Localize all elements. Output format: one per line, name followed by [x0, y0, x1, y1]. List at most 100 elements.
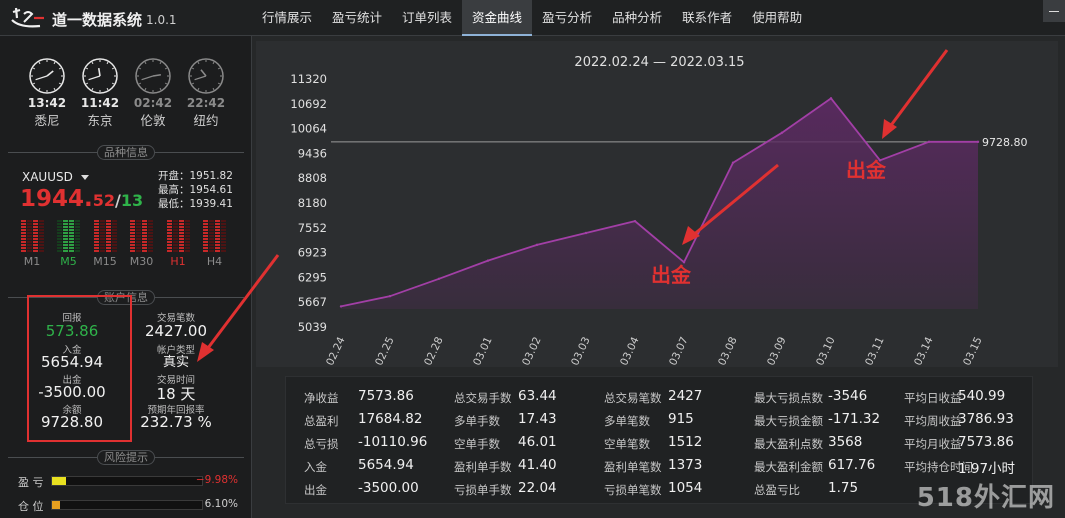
- stat-label: 平均周收益: [904, 414, 962, 428]
- annotation-label-1: 出金: [651, 263, 692, 287]
- stat-label: 最大亏损点数: [754, 391, 823, 405]
- clock-icon: [82, 58, 118, 94]
- account-info: 回报 573.86 入金 5654.94 出金 -3500.00 余额 9728…: [0, 298, 252, 448]
- tab-4[interactable]: 盈亏分析: [542, 10, 593, 25]
- timeframe-m1[interactable]: M1: [18, 220, 46, 268]
- last-value-label: 9728.80: [982, 136, 1028, 149]
- open-price: 开盘：1951.82: [158, 170, 233, 182]
- y-tick-label: 7552: [298, 221, 327, 235]
- stat-label: 亏损单笔数: [604, 483, 662, 497]
- price-separator: /: [115, 191, 121, 210]
- tab-0[interactable]: 行情展示: [262, 10, 313, 25]
- clock-time: 22:42: [186, 96, 226, 110]
- stat-value: 540.99: [958, 388, 1006, 404]
- trade-time-value: 18 天: [156, 385, 196, 403]
- timeframe-m30[interactable]: M30: [128, 220, 156, 268]
- annotation-label-2: 出金: [846, 158, 887, 182]
- trades-value: 2427.00: [144, 322, 208, 340]
- sidebar: 13:42 悉尼 11:42 东京 02:42 伦敦 22:42 纽约 品种信息 XAUUSD…: [0, 36, 252, 518]
- yield-value: 232.73 %: [140, 413, 212, 431]
- timeframe-label: M5: [60, 255, 77, 268]
- section-header-instrument: 品种信息: [0, 145, 252, 160]
- low-price: 最低：1939.41: [158, 198, 233, 210]
- tab-5[interactable]: 品种分析: [612, 10, 663, 25]
- chart-title: 2022.02.24 — 2022.03.15: [574, 55, 744, 70]
- high-price: 最高：1954.61: [158, 184, 233, 196]
- stat-value: 2427: [668, 388, 703, 404]
- stat-value: 7573.86: [358, 388, 414, 404]
- clock-3: 22:42 纽约: [186, 58, 226, 129]
- stat-label: 空单手数: [454, 437, 500, 451]
- data-point: [927, 140, 931, 144]
- balance-label: 余额: [62, 405, 82, 416]
- y-tick-label: 10692: [290, 97, 327, 111]
- stat-label: 出金: [304, 483, 327, 497]
- series-line: [340, 97, 978, 308]
- signal-meter: [18, 220, 46, 252]
- clock-1: 11:42 东京: [80, 58, 120, 129]
- timeframe-m5[interactable]: M5: [55, 220, 83, 268]
- deposit-label: 入金: [62, 345, 82, 356]
- y-tick-label: 8180: [298, 196, 327, 210]
- price-quote: 1944.52/13: [20, 186, 143, 212]
- data-point: [535, 243, 539, 247]
- top-bar: 道一数据系统 1.0.1 行情展示 盈亏统计 订单列表 资金曲线 盈亏分析 品种分析 联系作…: [0, 0, 1065, 36]
- stat-value: 3786.93: [958, 411, 1014, 427]
- stat-label: 总盈利: [304, 414, 339, 428]
- tab-2[interactable]: 订单列表: [402, 10, 453, 25]
- y-tick-label: 10064: [290, 122, 327, 136]
- app-version: 1.0.1: [146, 13, 177, 27]
- y-tick-label: 6295: [298, 270, 327, 284]
- stats-table: 净收益 7573.86 总盈利 17684.82 总亏损 -10110.96 入金 5654.…: [285, 376, 1033, 504]
- data-point: [584, 231, 588, 235]
- bid-price: 1944.: [20, 186, 93, 212]
- timeframe-label: H1: [170, 255, 186, 268]
- risk-position-bar: [51, 500, 203, 510]
- y-tick-label: 5667: [298, 295, 327, 309]
- stat-value: -171.32: [828, 411, 881, 427]
- tab-6[interactable]: 联系作者: [682, 10, 733, 25]
- tab-1[interactable]: 盈亏统计: [332, 10, 383, 25]
- clock-icon: [135, 58, 171, 94]
- stat-label: 总亏损: [304, 437, 339, 451]
- timeframe-m15[interactable]: M15: [91, 220, 119, 268]
- clock-time: 13:42: [27, 96, 67, 110]
- balance-value: 9728.80: [40, 413, 104, 431]
- area-fill: [341, 98, 978, 310]
- data-point: [437, 277, 441, 280]
- data-point: [829, 97, 833, 100]
- section-header-account: 账户信息: [0, 290, 252, 305]
- timeframe-label: M15: [93, 255, 117, 268]
- timeframe-h1[interactable]: H1: [164, 220, 192, 268]
- stat-value: 915: [668, 411, 694, 427]
- stat-value: 1054: [668, 480, 703, 496]
- clock-time: 11:42: [80, 96, 120, 110]
- timeframe-label: M1: [23, 255, 41, 268]
- stat-label: 总交易笔数: [604, 391, 662, 405]
- arrow-annotation-2: [682, 163, 779, 245]
- signal-meter: [55, 220, 83, 252]
- stat-label: 总交易手数: [454, 391, 512, 405]
- ohl-values: 开盘：1951.82 最高：1954.61 最低：1939.41: [158, 169, 233, 211]
- risk-pl-row: 盈 亏 −9.98%: [18, 474, 238, 489]
- drawdown-value: 573.86: [45, 322, 99, 340]
- stat-label: 净收益: [304, 391, 339, 405]
- tab-7[interactable]: 使用帮助: [752, 10, 803, 25]
- timeframe-h4[interactable]: H4: [201, 220, 229, 268]
- stat-value: 17.43: [518, 411, 557, 427]
- stat-value: 22.04: [518, 480, 557, 496]
- clock-0: 13:42 悉尼: [27, 58, 67, 129]
- world-clocks: 13:42 悉尼 11:42 东京 02:42 伦敦 22:42 纽约: [0, 36, 252, 148]
- minimize-button[interactable]: [1043, 0, 1065, 22]
- clock-icon: [29, 58, 65, 94]
- data-point: [633, 219, 637, 223]
- symbol-selector[interactable]: XAUUSD: [22, 170, 89, 184]
- stat-value: 7573.86: [958, 434, 1014, 450]
- stat-value: -10110.96: [358, 434, 428, 450]
- arrow-annotation-1: [197, 254, 280, 362]
- tab-3[interactable]: 资金曲线: [462, 0, 533, 36]
- main-panel: 2022.02.24 — 2022.03.15 11320 10692 10064 94…: [253, 36, 1065, 518]
- stat-value: 1.97小时: [958, 461, 1016, 477]
- stat-label: 总盈亏比: [754, 483, 800, 497]
